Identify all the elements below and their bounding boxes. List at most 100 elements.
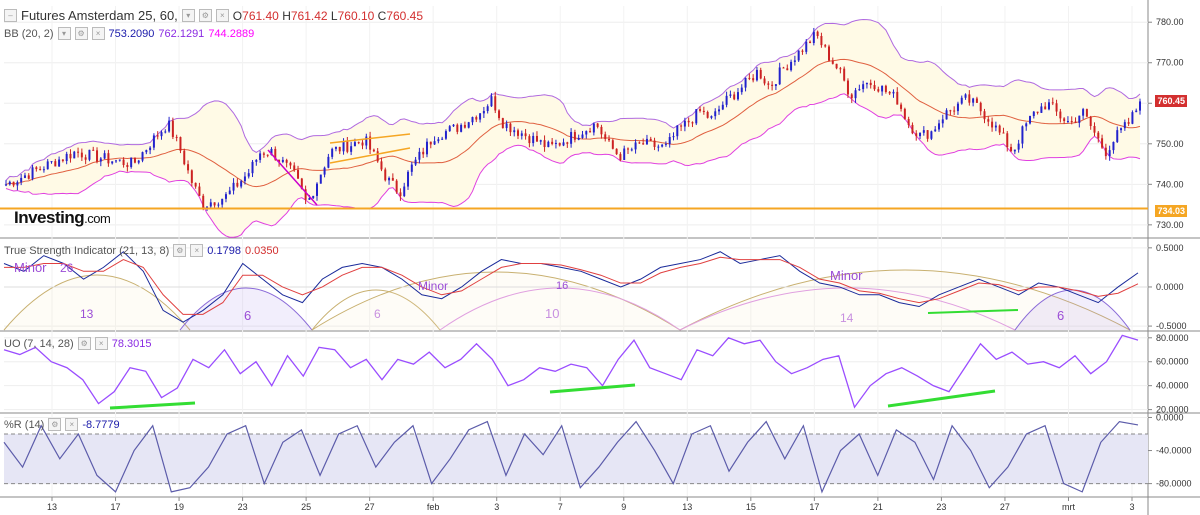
bb-label: BB (20, 2): [4, 27, 54, 40]
cycle-label: Minor: [830, 268, 863, 283]
y-tick-label: 80.0000: [1156, 333, 1189, 343]
candle-body: [778, 67, 781, 85]
candle-body: [793, 60, 796, 62]
wr-label: %R (14): [4, 418, 45, 431]
candle-body: [846, 80, 849, 95]
candle-body: [1112, 141, 1115, 151]
candle-body: [114, 160, 117, 162]
chevron-down-icon[interactable]: ▾: [181, 9, 195, 22]
candle-body: [1013, 149, 1016, 152]
candle-body: [991, 121, 994, 128]
candle-body: [820, 36, 823, 46]
candle-body: [1116, 130, 1119, 142]
candle-body: [695, 109, 698, 124]
y-tick-label: 20.0000: [1156, 405, 1189, 415]
settings-icon[interactable]: ⚙: [48, 418, 62, 431]
candle-body: [774, 84, 777, 86]
candle-body: [1070, 120, 1073, 122]
cycle-label: 6: [244, 308, 251, 323]
candle-body: [61, 159, 64, 161]
close-icon[interactable]: ×: [190, 244, 204, 257]
candle-body: [782, 67, 785, 69]
x-tick-label: 19: [174, 502, 184, 512]
candle-body: [342, 141, 345, 152]
candle-body: [285, 159, 288, 163]
collapse-icon[interactable]: –: [4, 9, 17, 22]
candle-body: [934, 129, 937, 132]
uo-legend: UO (7, 14, 28) ⚙ × 78.3015: [4, 337, 151, 350]
candle-body: [706, 112, 709, 118]
candle-body: [369, 136, 372, 150]
candle-body: [293, 165, 296, 170]
candle-body: [403, 186, 406, 197]
uo-divergence-line: [887, 389, 996, 408]
x-tick-label: 9: [621, 502, 626, 512]
cycle-label: Minor: [418, 279, 448, 293]
candle-body: [274, 148, 277, 160]
y-tick-label: 740.00: [1156, 179, 1184, 189]
close-icon[interactable]: ×: [91, 27, 105, 40]
candle-body: [873, 85, 876, 90]
candle-body: [611, 140, 614, 149]
close-icon[interactable]: ×: [94, 337, 108, 350]
candle-body: [194, 182, 197, 187]
candle-body: [634, 142, 637, 150]
candle-body: [809, 41, 812, 43]
candle-body: [20, 177, 23, 183]
candle-body: [797, 50, 800, 61]
settings-icon[interactable]: ⚙: [77, 337, 91, 350]
settings-icon[interactable]: ⚙: [173, 244, 187, 257]
candle-body: [471, 117, 474, 123]
chevron-down-icon[interactable]: ▾: [57, 27, 71, 40]
candle-body: [54, 161, 57, 167]
candle-body: [972, 98, 975, 103]
candle-body: [433, 141, 436, 145]
x-tick-label: mrt: [1062, 502, 1075, 512]
candle-body: [683, 120, 686, 127]
candle-body: [255, 159, 258, 162]
candle-body: [532, 135, 535, 144]
bollinger-basis: [5, 58, 1141, 188]
candle-body: [721, 104, 724, 110]
candle-body: [1002, 132, 1005, 134]
tsi-signal-line: [4, 256, 1139, 315]
candle-body: [911, 124, 914, 134]
candle-body: [960, 97, 963, 104]
candle-body: [1047, 102, 1050, 110]
close-icon[interactable]: ×: [215, 9, 229, 22]
settings-icon[interactable]: ⚙: [198, 9, 212, 22]
candle-body: [410, 164, 413, 172]
candle-body: [592, 123, 595, 133]
candle-body: [733, 94, 736, 100]
candle-body: [752, 78, 755, 81]
cycle-arc: [179, 287, 313, 331]
candle-body: [494, 96, 497, 111]
candle-body: [171, 120, 174, 137]
candle-body: [399, 192, 402, 197]
bb-value-1: 753.2090: [108, 27, 155, 40]
y-tick-label: -0.5000: [1156, 321, 1187, 331]
candle-body: [42, 169, 45, 171]
settings-icon[interactable]: ⚙: [74, 27, 88, 40]
x-tick-label: 25: [301, 502, 311, 512]
x-tick-label: 23: [238, 502, 248, 512]
candle-body: [1131, 112, 1134, 124]
candle-body: [84, 157, 87, 160]
price-header: – Futures Amsterdam 25, 60, ▾ ⚙ × O761.4…: [4, 8, 423, 23]
close-icon[interactable]: ×: [65, 418, 79, 431]
uo-divergence-line: [549, 383, 636, 394]
cycle-label: 14: [840, 311, 854, 325]
candle-body: [524, 133, 527, 137]
candle-body: [998, 125, 1001, 133]
candle-body: [884, 85, 887, 92]
candle-body: [509, 123, 512, 133]
x-tick-label: 23: [936, 502, 946, 512]
cycle-arc: [439, 287, 681, 331]
candle-body: [979, 102, 982, 112]
bollinger-fill: [6, 19, 1140, 238]
candle-body: [771, 84, 774, 86]
candle-body: [619, 154, 622, 160]
candle-body: [224, 194, 227, 199]
cycle-arc: [3, 274, 191, 331]
uo-line: [3, 334, 1139, 409]
